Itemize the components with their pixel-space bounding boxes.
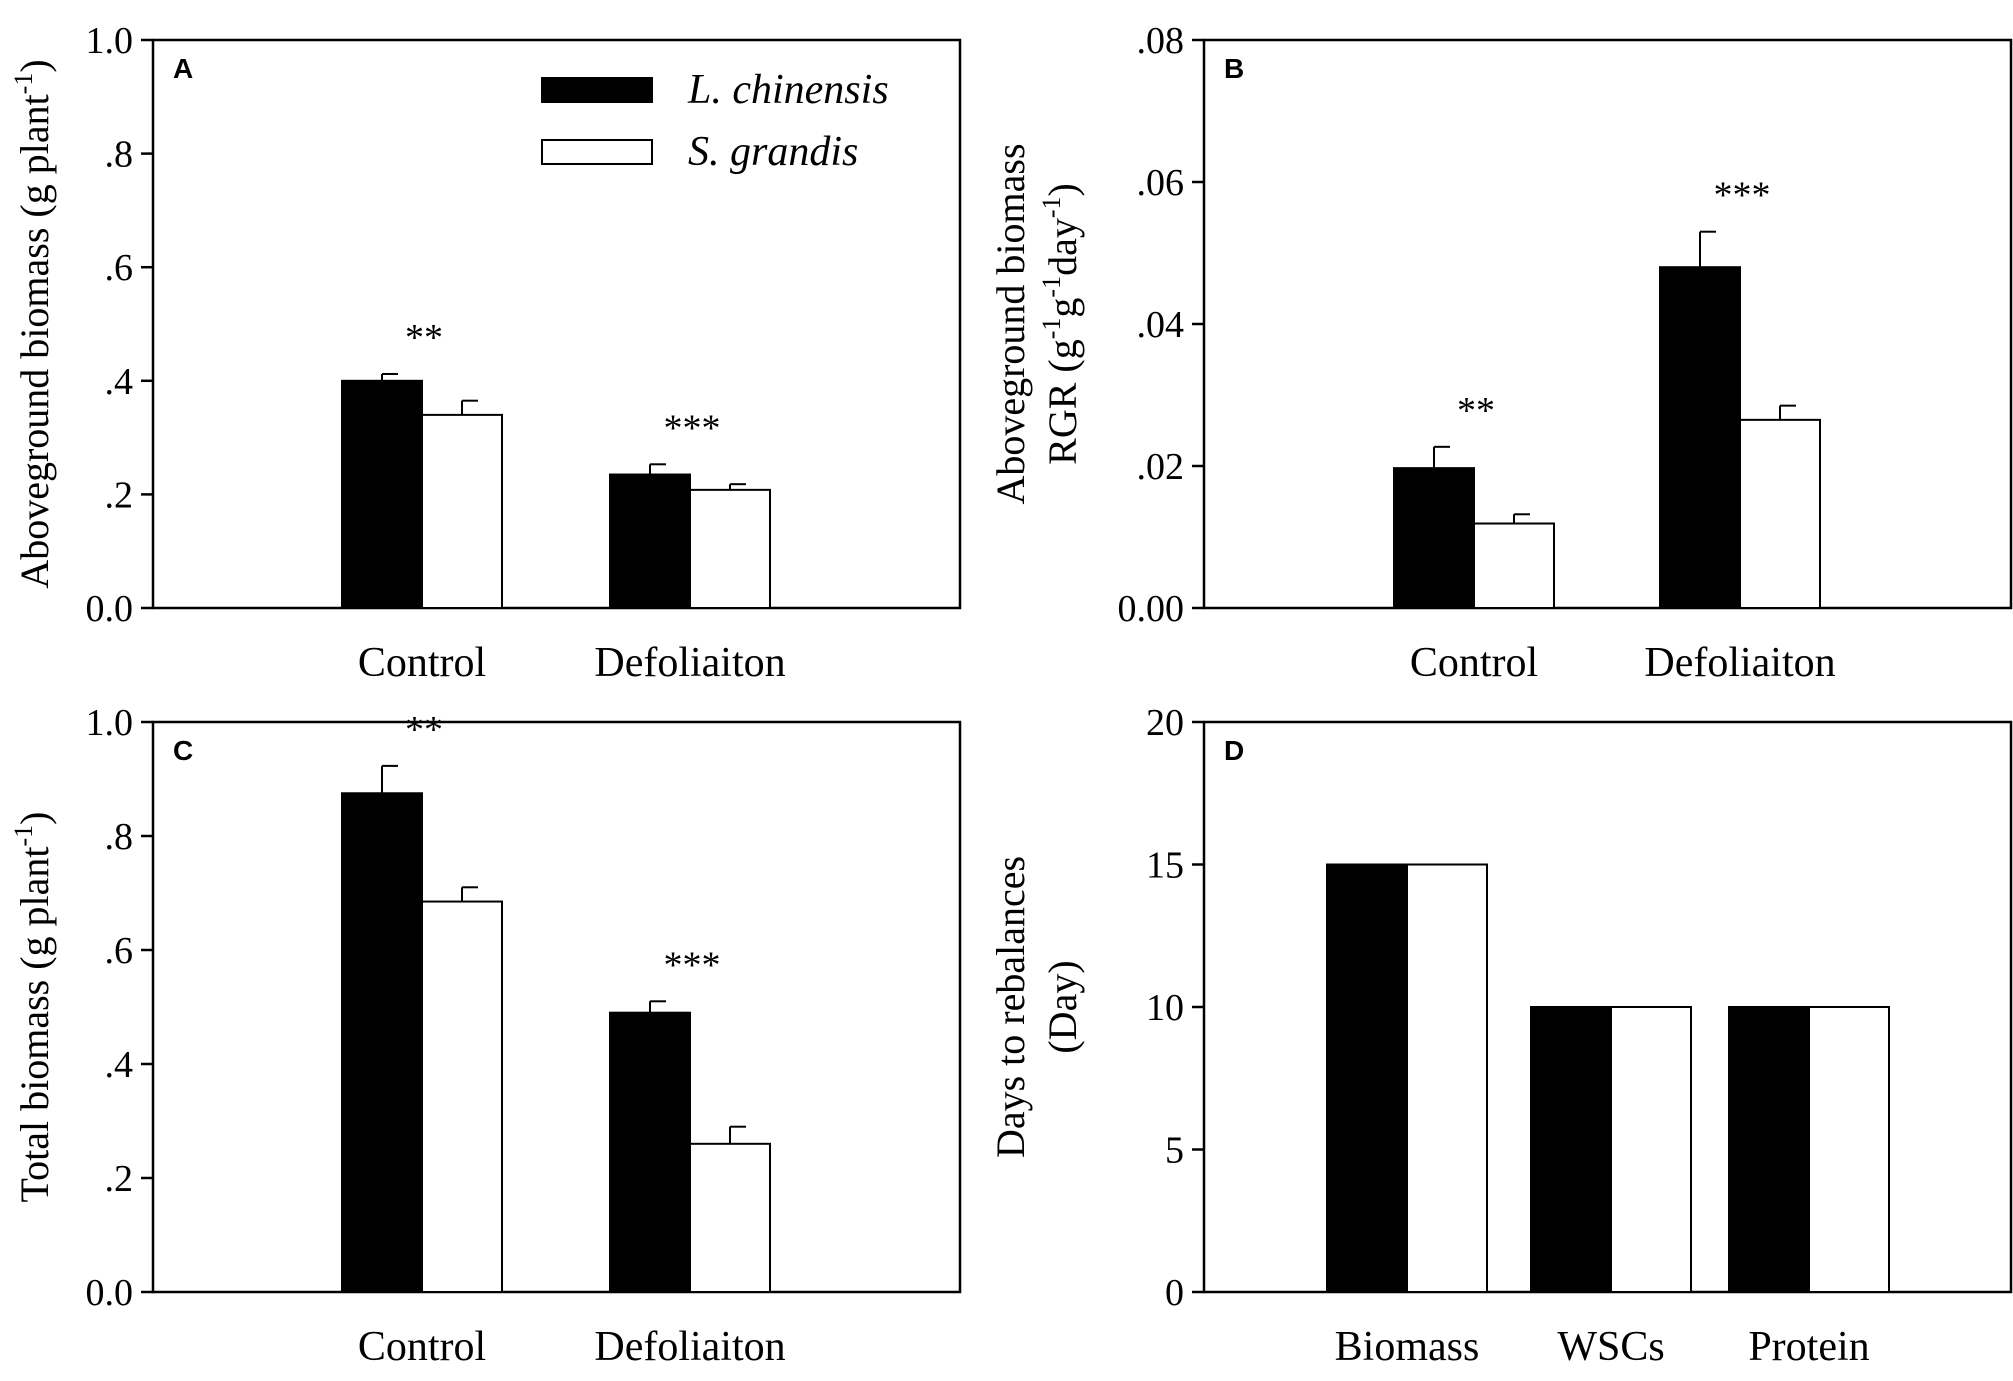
- y-axis-label-line2: (Day): [1040, 960, 1085, 1053]
- bar-l-chinensis-control: [1393, 467, 1475, 609]
- significance-mark: **: [405, 709, 443, 751]
- category-label: Defoliaiton: [594, 640, 785, 686]
- y-tick-label: .2: [105, 474, 134, 516]
- y-tick-label: .08: [1137, 20, 1185, 62]
- legend-swatch: [541, 77, 653, 103]
- y-tick-label: .6: [105, 930, 134, 972]
- bar-l-chinensis-wscs: [1530, 1006, 1612, 1293]
- bar-s-grandis-protein: [1808, 1006, 1890, 1293]
- category-label: Protein: [1748, 1324, 1869, 1370]
- significance-mark: ***: [664, 944, 721, 986]
- category-label: Defoliaiton: [594, 1324, 785, 1370]
- bar-s-grandis-defoliaiton: [1739, 418, 1821, 609]
- significance-mark: **: [1457, 390, 1495, 432]
- y-tick-label: .02: [1137, 446, 1185, 488]
- y-tick-label: 0.0: [86, 588, 134, 630]
- bar-s-grandis-control: [421, 413, 503, 609]
- panel-letter: C: [173, 735, 193, 766]
- panel-A: A 0.0 .2 .4 .6 .8 1.0 ** Control *** Defoliaiton Ab…: [9, 20, 962, 686]
- plot-frame: [151, 720, 962, 1294]
- y-tick-label: 15: [1146, 845, 1184, 887]
- y-axis-label: Aboveground biomass (g plant-1): [9, 59, 57, 588]
- y-tick-label: 20: [1146, 702, 1184, 744]
- y-tick-label: .6: [105, 247, 134, 289]
- bar-l-chinensis-biomass: [1326, 863, 1408, 1293]
- panel-letter: B: [1224, 53, 1244, 84]
- category-label: WSCs: [1557, 1324, 1664, 1370]
- y-axis-label-line1: Days to rebalances: [988, 856, 1033, 1158]
- panel-letter: A: [173, 53, 193, 84]
- bar-s-grandis-control: [421, 900, 503, 1293]
- significance-mark: ***: [664, 407, 721, 449]
- y-tick-label: 10: [1146, 987, 1184, 1029]
- y-tick-label: 0.0: [86, 1272, 134, 1314]
- bar-l-chinensis-control: [341, 379, 423, 609]
- significance-mark: ***: [1714, 175, 1771, 217]
- y-tick-label: 0: [1165, 1272, 1184, 1314]
- bar-s-grandis-defoliaiton: [689, 1142, 771, 1294]
- category-label: Control: [1410, 640, 1538, 686]
- category-label: Control: [358, 640, 486, 686]
- legend-swatch: [541, 139, 653, 165]
- bar-l-chinensis-control: [341, 792, 423, 1293]
- bar-l-chinensis-defoliaiton: [609, 1011, 691, 1293]
- category-label: Control: [358, 1324, 486, 1370]
- y-tick-label: .4: [105, 1044, 134, 1086]
- bar-l-chinensis-defoliaiton: [1659, 266, 1741, 609]
- plot-frame: [151, 38, 962, 610]
- legend-label: L. chinensis: [687, 67, 889, 113]
- category-label: Defoliaiton: [1644, 640, 1835, 686]
- y-axis-label: Total biomass (g plant-1): [9, 811, 57, 1202]
- bar-s-grandis-defoliaiton: [689, 488, 771, 609]
- legend: L. chinensis S. grandis: [541, 67, 889, 175]
- y-tick-label: .04: [1137, 304, 1185, 346]
- panel-D: D 0 5 10 15 20 Biomass WSCs Protein Days to rebal…: [988, 702, 2013, 1370]
- y-tick-label: .8: [105, 134, 134, 176]
- y-tick-label: .8: [105, 816, 134, 858]
- y-tick-label: .2: [105, 1158, 134, 1200]
- y-axis-label-line1: Aboveground biomass: [988, 143, 1033, 504]
- panel-B: B 0.00 .02 .04 .06 .08 ** Control *** Defoliaiton…: [988, 20, 2013, 686]
- y-tick-label: 0.00: [1118, 588, 1185, 630]
- y-tick-label: .06: [1137, 162, 1185, 204]
- plot-frame: [1202, 38, 2013, 610]
- panel-letter: D: [1224, 735, 1244, 766]
- significance-mark: **: [405, 317, 443, 359]
- bar-s-grandis-control: [1473, 522, 1555, 610]
- bar-s-grandis-wscs: [1610, 1006, 1692, 1293]
- y-tick-label: 1.0: [86, 20, 134, 62]
- y-tick-label: 1.0: [86, 702, 134, 744]
- panel-C: C 0.0 .2 .4 .6 .8 1.0 ** Control *** Defoliaiton To…: [9, 702, 962, 1370]
- category-label: Biomass: [1335, 1324, 1480, 1370]
- y-tick-label: 5: [1165, 1130, 1184, 1172]
- y-tick-label: .4: [105, 361, 134, 403]
- bar-l-chinensis-protein: [1728, 1006, 1810, 1293]
- y-axis-label-line2: RGR (g-1g-1day-1): [1037, 183, 1085, 465]
- legend-label: S. grandis: [688, 129, 858, 175]
- bar-l-chinensis-defoliaiton: [609, 473, 691, 609]
- bar-s-grandis-biomass: [1406, 863, 1488, 1293]
